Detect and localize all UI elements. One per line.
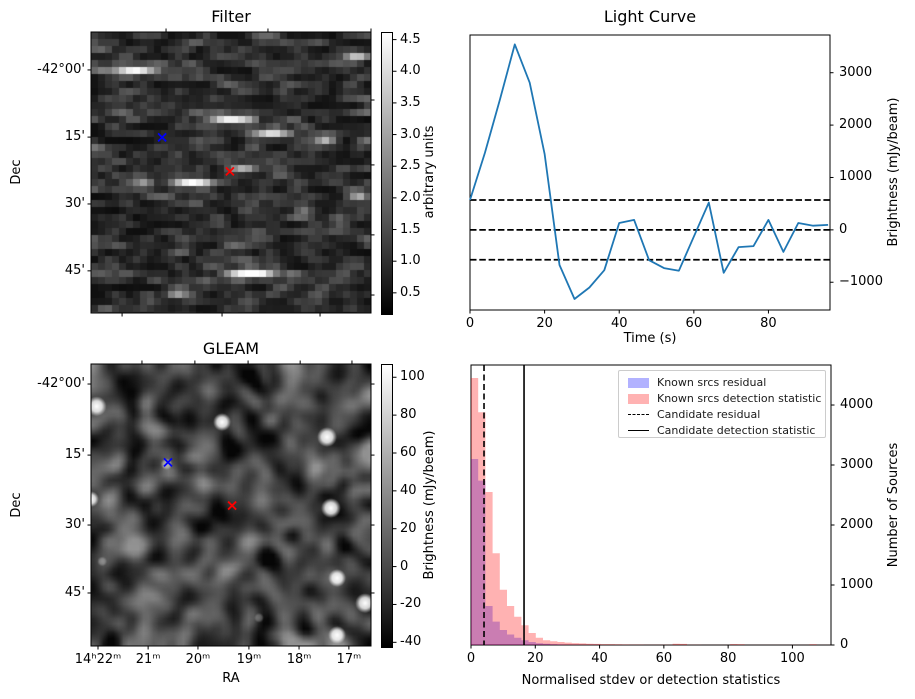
tick-label: 4000 xyxy=(840,396,874,412)
tick-label: 0 xyxy=(840,636,849,652)
legend-label-known-detstat: Known srcs detection statistic xyxy=(657,392,822,405)
tick-label: 3.5 xyxy=(400,94,421,110)
gleam-ylabel: Dec xyxy=(8,492,24,518)
tick-label: 1.0 xyxy=(400,253,421,269)
tick-label: 19ᵐ xyxy=(236,652,262,667)
legend-item-candidate-residual: Candidate residual xyxy=(628,407,825,422)
tick-label: 60 xyxy=(400,444,417,460)
filter-title: Filter xyxy=(211,7,251,26)
tick-label: -40 xyxy=(400,634,422,650)
tick-label: 0 xyxy=(839,221,848,237)
tick-label: 1000 xyxy=(840,576,874,592)
tick-label: 17ᵐ xyxy=(336,652,362,667)
tick-label: 0 xyxy=(400,558,409,574)
tick-label: 20ᵐ xyxy=(185,652,211,667)
tick-label: 2000 xyxy=(839,116,873,132)
tick-label: 100 xyxy=(780,651,805,666)
tick-label: 0.5 xyxy=(400,284,421,300)
tick-label: 20 xyxy=(527,651,544,666)
tick-label: 21ᵐ xyxy=(135,652,161,667)
filter-colorbar xyxy=(381,32,393,315)
tick-label: 80 xyxy=(760,316,777,331)
tick-label: -42°00' xyxy=(37,61,85,77)
tick-label: 45' xyxy=(64,262,85,278)
tick-label: 2000 xyxy=(840,516,874,532)
tick-label: 3.0 xyxy=(400,126,421,142)
tick-label: 0 xyxy=(466,651,476,666)
tick-label: 3000 xyxy=(840,456,874,472)
legend-item-known-residual: Known srcs residual xyxy=(628,375,825,390)
legend-item-candidate-detstat: Candidate detection statistic xyxy=(628,423,825,438)
filter-colorbar-label: arbitrary units xyxy=(421,125,437,219)
light-curve-title: Light Curve xyxy=(603,7,697,26)
gleam-colorbar xyxy=(381,364,393,648)
tick-label: 40 xyxy=(591,651,608,666)
histogram-legend: Known srcs residual Known srcs detection… xyxy=(618,370,826,438)
gleam-title: GLEAM xyxy=(202,339,260,358)
tick-label: 4.0 xyxy=(400,63,421,79)
tick-label: 40 xyxy=(610,316,628,331)
tick-label: −1000 xyxy=(839,274,883,290)
solid-line-sample xyxy=(628,430,649,431)
tick-label: 0 xyxy=(465,316,475,331)
tick-label: 45' xyxy=(64,584,85,600)
residual-swatch xyxy=(628,377,649,388)
tick-label: 4.5 xyxy=(400,31,421,47)
tick-label: 100 xyxy=(400,369,425,385)
tick-label: 80 xyxy=(719,651,737,666)
tick-label: 2.0 xyxy=(400,189,421,205)
light-curve-ylabel: Brightness (mJy/beam) xyxy=(885,97,901,247)
tick-label: 15' xyxy=(64,446,85,462)
tick-label: 15' xyxy=(64,128,85,144)
tick-label: 3000 xyxy=(839,64,873,80)
tick-label: 30' xyxy=(64,516,85,532)
legend-label-candidate-residual: Candidate residual xyxy=(657,408,761,421)
tick-label: 60 xyxy=(685,316,703,331)
legend-label-candidate-detstat: Candidate detection statistic xyxy=(657,424,816,437)
detstat-swatch xyxy=(628,393,649,404)
tick-label: 14ʰ22ᵐ xyxy=(74,652,122,667)
tick-label: 60 xyxy=(655,651,673,666)
tick-label: 18ᵐ xyxy=(286,652,312,667)
dashed-line-sample xyxy=(628,414,649,415)
legend-item-known-detstat: Known srcs detection statistic xyxy=(628,391,825,406)
histogram-ylabel: Number of Sources xyxy=(885,442,901,568)
tick-label: 30' xyxy=(64,195,85,211)
tick-label: 80 xyxy=(400,406,417,422)
tick-label: 20 xyxy=(400,520,417,536)
tick-label: -20 xyxy=(400,596,422,612)
histogram-xlabel: Normalised stdev or detection statistics xyxy=(521,673,781,688)
tick-label: 1.5 xyxy=(400,221,421,237)
tick-label: -42°00' xyxy=(37,375,85,391)
tick-label: 1000 xyxy=(839,169,873,185)
tick-label: 40 xyxy=(400,482,417,498)
tick-label: 2.5 xyxy=(400,158,421,174)
gleam-colorbar-label: Brightness (mJy/beam) xyxy=(421,430,437,580)
tick-label: 20 xyxy=(536,316,553,331)
filter-ylabel: Dec xyxy=(8,159,24,185)
legend-label-known-residual: Known srcs residual xyxy=(657,376,767,389)
gleam-xlabel: RA xyxy=(222,671,240,686)
light-curve-xlabel: Time (s) xyxy=(623,331,677,346)
